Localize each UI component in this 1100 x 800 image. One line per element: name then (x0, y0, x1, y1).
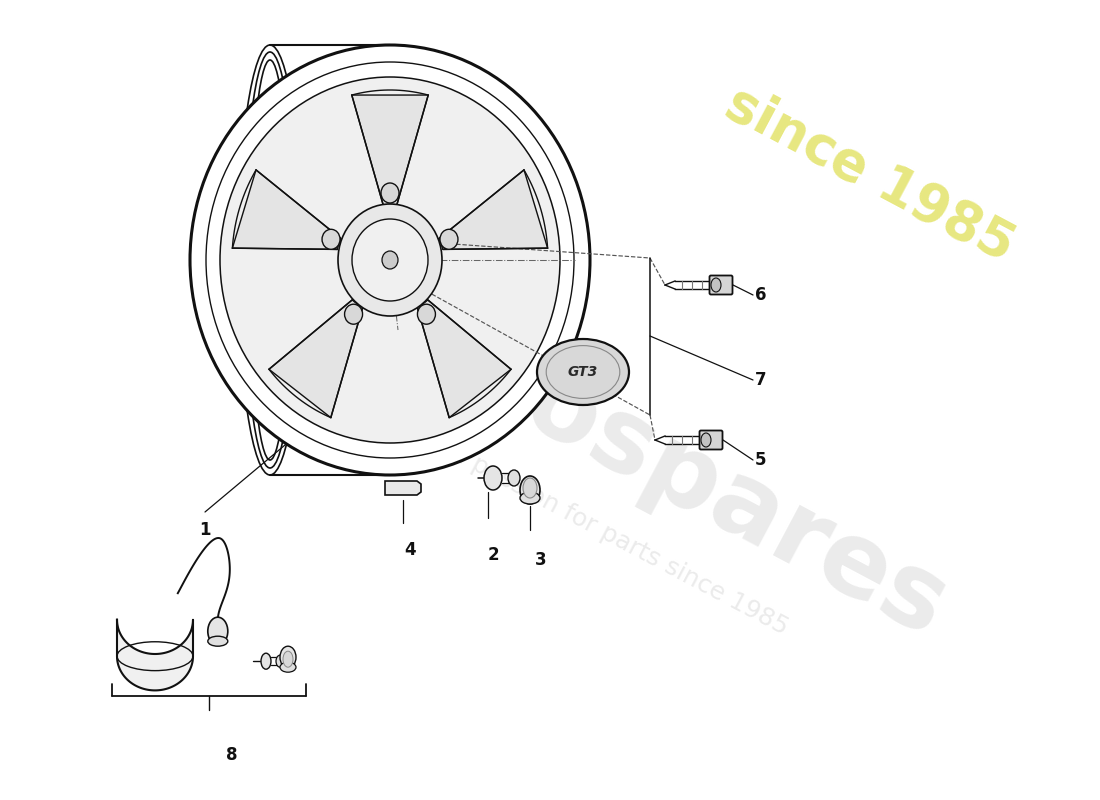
Polygon shape (117, 620, 192, 690)
Ellipse shape (276, 655, 284, 667)
Text: 3: 3 (536, 551, 547, 569)
Text: 7: 7 (756, 371, 767, 389)
Ellipse shape (711, 278, 720, 292)
Ellipse shape (440, 230, 458, 250)
Ellipse shape (381, 183, 399, 203)
Ellipse shape (338, 204, 442, 316)
Ellipse shape (520, 476, 540, 504)
FancyBboxPatch shape (700, 430, 723, 450)
Ellipse shape (280, 662, 296, 672)
Ellipse shape (190, 45, 590, 475)
Ellipse shape (261, 653, 271, 669)
Text: a passion for parts since 1985: a passion for parts since 1985 (448, 441, 793, 639)
FancyBboxPatch shape (710, 275, 733, 294)
Ellipse shape (220, 77, 560, 443)
Polygon shape (270, 298, 363, 418)
Text: since 1985: since 1985 (717, 77, 1023, 273)
Ellipse shape (352, 219, 428, 301)
Text: 1: 1 (199, 521, 211, 539)
Text: 8: 8 (227, 746, 238, 764)
Ellipse shape (508, 470, 520, 486)
Ellipse shape (382, 251, 398, 269)
Polygon shape (417, 298, 512, 418)
Text: GT3: GT3 (568, 365, 598, 379)
Ellipse shape (322, 230, 340, 250)
Text: 2: 2 (487, 546, 498, 564)
Ellipse shape (484, 466, 502, 490)
Polygon shape (352, 95, 428, 208)
Ellipse shape (344, 304, 363, 324)
Ellipse shape (520, 492, 540, 504)
Ellipse shape (417, 304, 436, 324)
Polygon shape (439, 170, 548, 250)
Text: 6: 6 (756, 286, 767, 304)
Text: 5: 5 (756, 451, 767, 469)
Ellipse shape (537, 339, 629, 405)
Ellipse shape (208, 617, 228, 645)
Text: 4: 4 (404, 541, 416, 559)
Polygon shape (232, 170, 341, 250)
Ellipse shape (208, 636, 228, 646)
Ellipse shape (280, 646, 296, 668)
Ellipse shape (522, 478, 537, 498)
Ellipse shape (701, 433, 711, 447)
Polygon shape (385, 481, 421, 495)
Text: eurospares: eurospares (336, 261, 965, 659)
Ellipse shape (283, 651, 293, 667)
